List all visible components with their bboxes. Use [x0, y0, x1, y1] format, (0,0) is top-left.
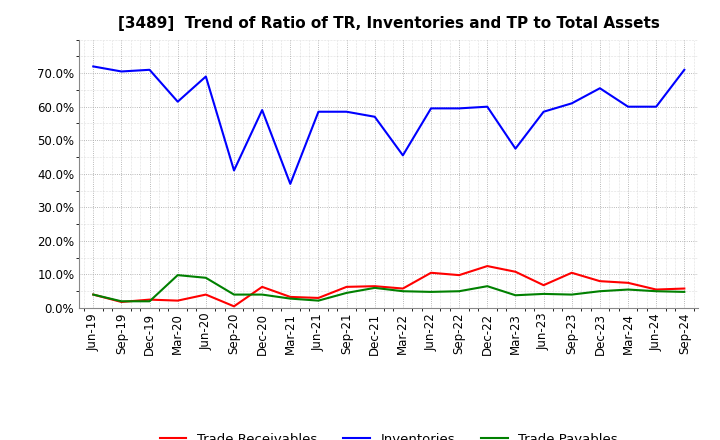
Trade Payables	[230, 292, 238, 297]
Inventories	[652, 104, 660, 109]
Trade Receivables	[624, 280, 632, 286]
Trade Receivables	[399, 286, 408, 291]
Trade Receivables	[455, 272, 464, 278]
Trade Payables	[314, 298, 323, 303]
Line: Trade Receivables: Trade Receivables	[94, 266, 684, 306]
Inventories	[680, 67, 688, 73]
Trade Receivables	[258, 284, 266, 290]
Trade Receivables	[174, 298, 182, 303]
Trade Receivables	[145, 297, 154, 302]
Inventories	[399, 153, 408, 158]
Inventories	[314, 109, 323, 114]
Trade Payables	[680, 289, 688, 294]
Trade Receivables	[202, 292, 210, 297]
Trade Payables	[455, 289, 464, 294]
Line: Trade Payables: Trade Payables	[94, 275, 684, 301]
Trade Payables	[342, 290, 351, 296]
Trade Receivables	[314, 295, 323, 301]
Trade Payables	[286, 296, 294, 301]
Title: [3489]  Trend of Ratio of TR, Inventories and TP to Total Assets: [3489] Trend of Ratio of TR, Inventories…	[118, 16, 660, 32]
Inventories	[567, 101, 576, 106]
Trade Payables	[202, 275, 210, 280]
Trade Payables	[117, 299, 126, 304]
Trade Receivables	[595, 279, 604, 284]
Inventories	[286, 181, 294, 187]
Inventories	[539, 109, 548, 114]
Inventories	[174, 99, 182, 104]
Trade Receivables	[427, 270, 436, 275]
Trade Payables	[370, 285, 379, 290]
Inventories	[370, 114, 379, 119]
Trade Payables	[595, 289, 604, 294]
Inventories	[483, 104, 492, 109]
Line: Inventories: Inventories	[94, 66, 684, 184]
Inventories	[89, 64, 98, 69]
Inventories	[258, 107, 266, 113]
Inventories	[427, 106, 436, 111]
Trade Payables	[399, 289, 408, 294]
Inventories	[624, 104, 632, 109]
Legend: Trade Receivables, Inventories, Trade Payables: Trade Receivables, Inventories, Trade Pa…	[155, 427, 623, 440]
Inventories	[342, 109, 351, 114]
Trade Payables	[89, 292, 98, 297]
Trade Receivables	[117, 299, 126, 304]
Trade Receivables	[342, 284, 351, 290]
Trade Payables	[652, 289, 660, 294]
Trade Receivables	[511, 269, 520, 275]
Trade Receivables	[230, 304, 238, 309]
Trade Receivables	[652, 287, 660, 292]
Trade Receivables	[539, 282, 548, 288]
Trade Payables	[258, 292, 266, 297]
Trade Payables	[145, 299, 154, 304]
Inventories	[145, 67, 154, 73]
Trade Payables	[624, 287, 632, 292]
Inventories	[595, 86, 604, 91]
Inventories	[511, 146, 520, 151]
Trade Payables	[567, 292, 576, 297]
Trade Payables	[483, 283, 492, 289]
Inventories	[230, 168, 238, 173]
Inventories	[202, 74, 210, 79]
Inventories	[117, 69, 126, 74]
Trade Receivables	[370, 283, 379, 289]
Inventories	[455, 106, 464, 111]
Trade Receivables	[680, 286, 688, 291]
Trade Receivables	[89, 292, 98, 297]
Trade Payables	[174, 272, 182, 278]
Trade Payables	[511, 293, 520, 298]
Trade Receivables	[567, 270, 576, 275]
Trade Receivables	[483, 264, 492, 269]
Trade Payables	[427, 289, 436, 294]
Trade Payables	[539, 291, 548, 297]
Trade Receivables	[286, 294, 294, 300]
